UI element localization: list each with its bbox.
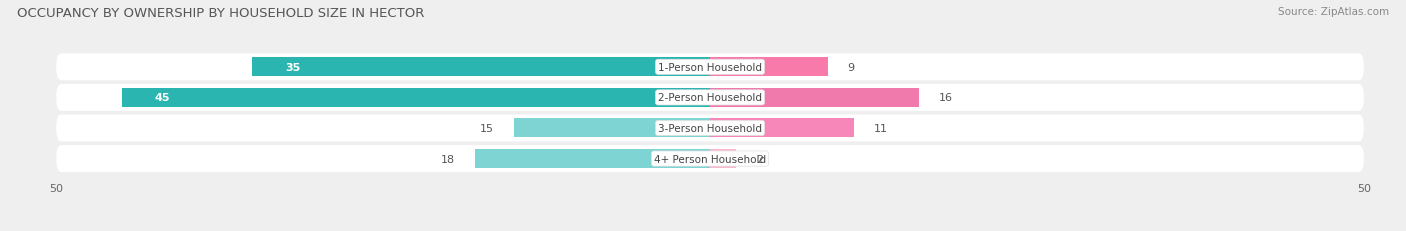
Text: 18: 18 [441,154,456,164]
Bar [710,58,828,77]
Text: 3-Person Household: 3-Person Household [658,123,762,133]
Bar [710,149,737,168]
FancyBboxPatch shape [56,85,1364,111]
Text: 45: 45 [155,93,170,103]
Text: 4+ Person Household: 4+ Person Household [654,154,766,164]
Bar [122,88,710,107]
Text: 9: 9 [848,63,855,73]
Text: 35: 35 [285,63,301,73]
Bar [253,58,710,77]
FancyBboxPatch shape [56,146,1364,172]
Text: Source: ZipAtlas.com: Source: ZipAtlas.com [1278,7,1389,17]
Bar [475,149,710,168]
Text: 15: 15 [481,123,495,133]
Text: OCCUPANCY BY OWNERSHIP BY HOUSEHOLD SIZE IN HECTOR: OCCUPANCY BY OWNERSHIP BY HOUSEHOLD SIZE… [17,7,425,20]
Text: 2: 2 [756,154,763,164]
FancyBboxPatch shape [56,115,1364,142]
Text: 1-Person Household: 1-Person Household [658,63,762,73]
Text: 2-Person Household: 2-Person Household [658,93,762,103]
Bar [710,119,853,138]
Text: 16: 16 [939,93,953,103]
Bar [515,119,710,138]
FancyBboxPatch shape [56,54,1364,81]
Bar [710,88,920,107]
Text: 11: 11 [873,123,887,133]
